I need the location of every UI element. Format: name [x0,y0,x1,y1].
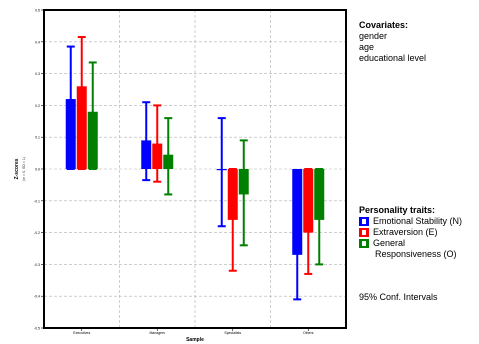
covariate-item: educational level [359,53,427,63]
y-tick-label: 0.3 [35,72,40,76]
legend-label: General Responsiveness (O) [373,238,457,260]
plot-frame [43,9,347,329]
ci-note: 95% Conf. Intervals [359,292,438,302]
y-tick-label: 0.1 [35,136,40,140]
y-axis-sublabel: (m = 0, SD = 1) [22,157,26,181]
legend-swatch-blue [359,217,369,226]
y-tick-label: 0.0 [35,168,40,172]
y-tick-label: -0.5 [34,327,40,331]
y-tick-label: 0.2 [35,104,40,108]
legend-item: Emotional Stability (N) [359,216,462,227]
legend-swatch-green [359,239,369,248]
y-axis-label: Z-scores [14,158,20,179]
legend-label: Extraversion (E) [373,227,438,237]
legend-swatch-red [359,228,369,237]
legend-item: General Responsiveness (O) [359,238,462,260]
covariate-item: age [359,42,375,52]
x-tick-label: Others [303,331,314,335]
covariate-item: gender [359,31,388,41]
legend-title: Personality traits: [359,205,436,215]
y-tick-label: -0.1 [34,199,40,203]
x-tick-label: Executives [73,331,90,335]
y-tick-label: -0.2 [34,231,40,235]
x-axis-label: Sample [186,337,204,343]
covariates-title: Covariates: [359,20,409,30]
legend: Personality traits: Emotional Stability … [359,205,462,260]
y-tick-label: -0.4 [34,295,40,299]
covariates-panel: Covariates: gender age educational level [359,20,426,64]
y-tick-label: -0.3 [34,263,40,267]
legend-label-line: Responsiveness (O) [375,249,457,259]
legend-label: Emotional Stability (N) [373,216,463,226]
legend-label-line: General [373,238,406,248]
y-tick-label: 0.4 [35,40,40,44]
x-tick-label: Specialists [224,331,241,335]
legend-item: Extraversion (E) [359,227,462,238]
x-tick-label: Managers [149,331,165,335]
y-tick-label: 0.5 [35,9,40,13]
